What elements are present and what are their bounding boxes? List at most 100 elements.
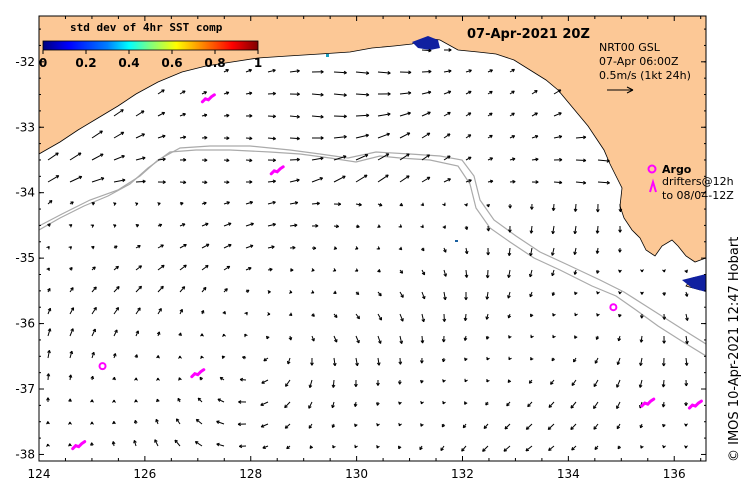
current-arrow bbox=[639, 335, 644, 343]
current-arrow bbox=[68, 421, 72, 425]
current-arrow bbox=[399, 70, 412, 75]
current-arrow bbox=[617, 445, 622, 450]
current-arrow bbox=[91, 286, 97, 293]
current-arrow bbox=[238, 400, 247, 404]
current-arrow bbox=[551, 291, 556, 296]
current-arrow bbox=[308, 379, 313, 389]
current-arrow bbox=[487, 112, 493, 117]
current-arrow bbox=[509, 90, 515, 95]
current-arrow bbox=[574, 312, 578, 317]
drifter-track bbox=[200, 93, 216, 104]
current-arrow bbox=[685, 313, 689, 321]
current-arrow bbox=[156, 398, 160, 403]
current-arrow bbox=[201, 286, 207, 293]
current-arrow bbox=[308, 423, 313, 429]
current-arrow bbox=[289, 157, 300, 162]
current-arrow bbox=[112, 376, 116, 381]
drifter-track bbox=[71, 440, 87, 451]
x-tick-label: 124 bbox=[28, 467, 51, 481]
current-arrow bbox=[46, 443, 50, 448]
current-arrow bbox=[68, 443, 72, 447]
current-arrow bbox=[525, 445, 533, 452]
current-arrow bbox=[399, 91, 412, 95]
current-arrow bbox=[113, 286, 120, 293]
current-arrow bbox=[421, 176, 431, 183]
current-arrow bbox=[507, 269, 511, 278]
argo-float bbox=[98, 362, 107, 371]
current-arrow bbox=[289, 223, 298, 228]
current-arrow bbox=[528, 269, 533, 278]
current-arrow bbox=[399, 335, 404, 344]
current-arrow bbox=[662, 335, 666, 344]
current-arrow bbox=[487, 134, 493, 139]
current-arrow bbox=[377, 291, 382, 297]
current-arrow bbox=[684, 269, 688, 273]
current-arrow bbox=[662, 269, 666, 273]
current-arrow bbox=[525, 423, 533, 430]
current-arrow bbox=[135, 285, 142, 293]
current-arrow bbox=[311, 136, 324, 140]
current-arrow bbox=[377, 313, 383, 321]
current-arrow bbox=[267, 222, 276, 227]
current-arrow bbox=[531, 157, 539, 162]
current-arrow bbox=[46, 397, 50, 403]
current-arrow bbox=[377, 153, 390, 161]
current-arrow bbox=[47, 307, 52, 315]
current-arrow bbox=[684, 379, 689, 387]
current-arrow bbox=[91, 177, 105, 183]
colorbar-tick-label: 0.6 bbox=[161, 56, 182, 70]
current-arrow bbox=[286, 357, 291, 365]
current-arrow bbox=[157, 111, 166, 117]
current-arrow bbox=[242, 355, 247, 360]
current-arrow bbox=[684, 445, 688, 449]
current-arrow bbox=[377, 174, 389, 183]
current-arrow bbox=[133, 439, 137, 447]
current-arrow bbox=[420, 379, 424, 384]
current-vectors bbox=[46, 48, 689, 452]
current-arrow bbox=[551, 269, 555, 277]
current-arrow bbox=[195, 418, 203, 425]
sst-speck bbox=[455, 240, 458, 242]
current-arrow bbox=[355, 174, 368, 183]
current-arrow bbox=[553, 135, 563, 139]
current-arrow bbox=[222, 310, 226, 315]
current-arrow bbox=[179, 243, 187, 249]
current-arrow bbox=[355, 92, 370, 97]
current-arrow bbox=[223, 288, 228, 293]
current-arrow bbox=[355, 133, 369, 139]
current-arrow bbox=[311, 92, 324, 97]
info-model: NRT00 GSL bbox=[599, 41, 661, 54]
current-arrow bbox=[443, 269, 448, 277]
current-arrow bbox=[553, 157, 563, 162]
x-tick-label: 134 bbox=[557, 467, 580, 481]
current-arrow bbox=[135, 110, 145, 117]
current-arrow bbox=[551, 225, 555, 235]
current-arrow bbox=[113, 307, 120, 315]
current-arrow bbox=[661, 401, 666, 408]
info-time: 07-Apr 06:00Z bbox=[599, 55, 679, 68]
current-arrow bbox=[464, 203, 468, 207]
current-arrow bbox=[398, 401, 402, 405]
current-arrow bbox=[135, 133, 145, 139]
current-arrow bbox=[285, 379, 291, 387]
current-arrow bbox=[443, 178, 451, 183]
current-arrow bbox=[245, 244, 254, 249]
current-arrow bbox=[263, 357, 269, 362]
current-arrow bbox=[640, 269, 644, 273]
current-arrow bbox=[332, 268, 337, 272]
current-arrow bbox=[464, 291, 468, 301]
current-arrow bbox=[595, 269, 600, 274]
y-tick-label: -33 bbox=[15, 120, 35, 134]
current-arrow bbox=[68, 246, 73, 250]
current-arrow bbox=[245, 114, 253, 118]
current-arrow bbox=[223, 158, 230, 163]
current-arrow bbox=[595, 247, 600, 254]
current-arrow bbox=[332, 445, 336, 449]
current-arrow bbox=[175, 418, 181, 425]
current-arrow bbox=[465, 90, 472, 95]
current-arrow bbox=[485, 313, 490, 320]
current-arrow bbox=[618, 225, 622, 233]
current-arrow bbox=[134, 354, 139, 359]
current-arrow bbox=[69, 350, 74, 359]
current-arrow bbox=[237, 422, 247, 427]
